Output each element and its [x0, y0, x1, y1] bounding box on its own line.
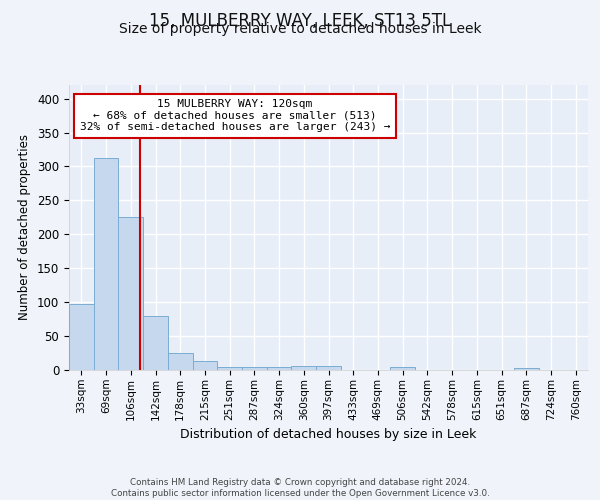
Bar	[217, 366, 242, 370]
Text: Size of property relative to detached houses in Leek: Size of property relative to detached ho…	[119, 22, 481, 36]
Bar	[118, 218, 143, 370]
Bar	[69, 304, 94, 370]
Bar	[514, 368, 539, 370]
Bar	[267, 368, 292, 370]
Bar	[390, 366, 415, 370]
Text: Contains HM Land Registry data © Crown copyright and database right 2024.
Contai: Contains HM Land Registry data © Crown c…	[110, 478, 490, 498]
Bar	[316, 366, 341, 370]
Bar	[94, 158, 118, 370]
Text: 15, MULBERRY WAY, LEEK, ST13 5TL: 15, MULBERRY WAY, LEEK, ST13 5TL	[149, 12, 451, 30]
Bar	[292, 366, 316, 370]
Y-axis label: Number of detached properties: Number of detached properties	[19, 134, 31, 320]
Bar	[168, 353, 193, 370]
Bar	[193, 361, 217, 370]
Bar	[242, 368, 267, 370]
X-axis label: Distribution of detached houses by size in Leek: Distribution of detached houses by size …	[181, 428, 476, 441]
Text: 15 MULBERRY WAY: 120sqm
← 68% of detached houses are smaller (513)
32% of semi-d: 15 MULBERRY WAY: 120sqm ← 68% of detache…	[80, 99, 391, 132]
Bar	[143, 316, 168, 370]
